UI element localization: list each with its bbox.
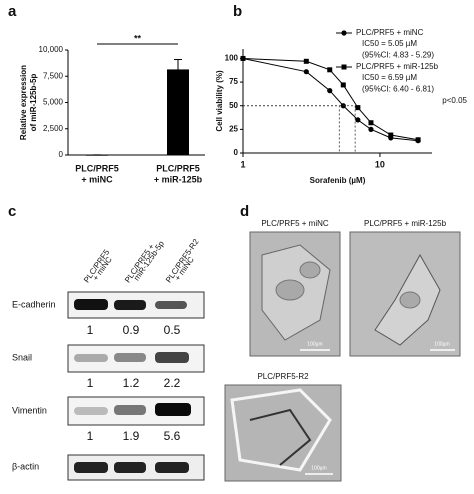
y-axis-label: Cell viability (%) xyxy=(215,70,224,132)
error-bar xyxy=(174,58,182,80)
micrograph-title: PLC/PRF5 + miR-125b xyxy=(364,219,447,228)
point xyxy=(327,88,333,94)
legend-detail: (95%CI: 4.83 - 5.29) xyxy=(362,51,434,60)
micrograph-title: PLC/PRF5-R2 xyxy=(257,372,309,381)
x-tick-label: + miNC xyxy=(81,174,113,184)
curve xyxy=(242,57,419,141)
scale-bar-label: 100µm xyxy=(434,341,449,347)
blot-quantification: 0.9 xyxy=(123,323,140,337)
blot-quantification: 5.6 xyxy=(164,429,181,443)
y-tick-label: 0 xyxy=(59,150,64,159)
y-tick-label: 5,000 xyxy=(43,98,64,107)
bar xyxy=(167,69,189,155)
blot-row-label: Snail xyxy=(12,352,32,362)
y-tick-label: 0 xyxy=(234,148,239,157)
blot-quantification: 1 xyxy=(87,429,94,443)
panel-label: c xyxy=(8,203,16,220)
y-tick-label: 50 xyxy=(229,101,238,110)
ic50-line xyxy=(243,105,356,153)
micrograph-images xyxy=(224,231,461,482)
y-axis-label: Relative expression xyxy=(19,65,28,140)
blot-quantification: 1 xyxy=(87,376,94,390)
significance: ** xyxy=(134,33,142,43)
panel-label: a xyxy=(8,3,17,20)
blot-quantification: 2.2 xyxy=(164,376,181,390)
x-tick-label: 10 xyxy=(375,159,385,169)
legend-label: PLC/PRF5 + miR-125b xyxy=(356,62,439,71)
point xyxy=(303,69,309,75)
x-tick-label: + miR-125b xyxy=(154,174,203,184)
blot-bands xyxy=(67,291,205,481)
point xyxy=(355,117,361,123)
point xyxy=(388,132,394,138)
blot-row-label: β-actin xyxy=(12,461,39,471)
legend-label: PLC/PRF5 + miNC xyxy=(356,28,424,37)
y-axis-label: of miR-125b-5p xyxy=(29,74,38,132)
y-tick-label: 100 xyxy=(225,54,239,63)
y-tick-label: 25 xyxy=(229,124,238,133)
point xyxy=(355,105,361,111)
blot-row-label: E-cadherin xyxy=(12,299,56,309)
curve xyxy=(242,57,419,142)
blot-quantification: 1.2 xyxy=(123,376,140,390)
blot-row-label: Vimentin xyxy=(12,405,47,415)
y-tick-label: 10,000 xyxy=(39,45,64,54)
point xyxy=(415,137,421,143)
legend-detail: IC50 = 5.05 µM xyxy=(362,39,417,48)
legend-detail: (95%CI: 6.40 - 6.81) xyxy=(362,85,434,94)
point xyxy=(303,58,309,64)
point xyxy=(240,55,246,61)
scale-bar-label: 100µm xyxy=(307,341,322,347)
micrograph-title: PLC/PRF5 + miNC xyxy=(261,219,329,228)
x-tick-label: PLC/PRF5 xyxy=(156,163,200,173)
blot-quantification: 1.9 xyxy=(123,429,140,443)
legend-detail: IC50 = 6.59 µM xyxy=(362,73,417,82)
point xyxy=(327,67,333,73)
panel-label: d xyxy=(240,203,249,220)
y-tick-label: 75 xyxy=(229,77,238,86)
point xyxy=(368,120,374,126)
annotation: p<0.05 xyxy=(442,96,467,105)
x-tick-label: 1 xyxy=(240,159,245,169)
scale-bar-label: 100µm xyxy=(311,465,326,471)
point xyxy=(340,82,346,88)
x-axis-label: Sorafenib (µM) xyxy=(310,176,366,185)
y-tick-label: 2,500 xyxy=(43,124,64,133)
point xyxy=(368,126,374,132)
blot-quantification: 0.5 xyxy=(164,323,181,337)
blot-quantification: 1 xyxy=(87,323,94,337)
y-tick-label: 7,500 xyxy=(43,71,64,80)
x-tick-label: PLC/PRF5 xyxy=(75,163,119,173)
ic50-line xyxy=(243,105,340,153)
panel-label: b xyxy=(233,3,242,20)
